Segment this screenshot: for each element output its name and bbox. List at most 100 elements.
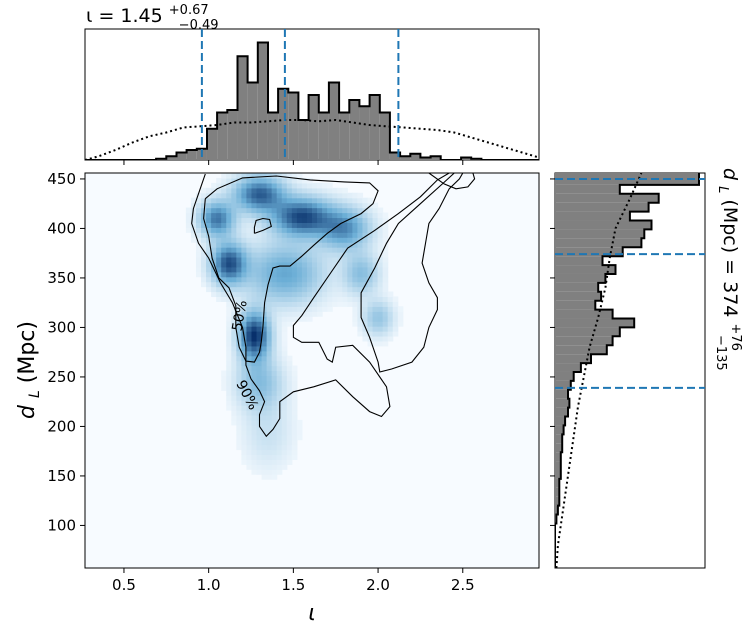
density-cell [357, 212, 364, 219]
density-cell [296, 247, 303, 253]
density-cell [322, 227, 328, 233]
density-cell [256, 177, 263, 184]
density-cell [231, 296, 237, 302]
density-cell [372, 252, 379, 258]
density-cell [261, 459, 268, 465]
density-cell [251, 439, 258, 446]
density-cell [211, 182, 217, 189]
density-cell [226, 291, 232, 298]
density-cell [261, 345, 268, 352]
density-cell [231, 182, 237, 189]
density-cell [231, 252, 237, 258]
dL-posterior-bar [555, 282, 599, 292]
density-cell [362, 306, 369, 312]
density-cell [392, 301, 399, 307]
density-cell [246, 222, 253, 228]
density-cell [271, 370, 278, 377]
density-cell [377, 212, 384, 219]
density-cell [286, 187, 293, 194]
density-cell [251, 449, 258, 456]
density-cell [261, 454, 268, 460]
density-cell [226, 400, 232, 406]
density-cell [251, 429, 258, 436]
dL-posterior-bar [555, 318, 635, 328]
density-cell [246, 454, 253, 460]
y-tick-label: 100 [47, 516, 76, 534]
density-cell [296, 316, 303, 322]
density-cell [266, 197, 273, 204]
density-cell [271, 449, 278, 456]
density-cell [246, 340, 253, 347]
density-cell [291, 444, 298, 451]
density-cell [231, 247, 237, 253]
density-cell [251, 350, 258, 357]
density-cell [271, 192, 278, 199]
density-cell [231, 405, 237, 411]
density-cell [266, 385, 273, 391]
density-cell [291, 375, 298, 381]
density-cell [271, 454, 278, 460]
density-cell [347, 197, 353, 204]
density-cell [286, 212, 293, 219]
density-cell [226, 247, 232, 253]
density-cell [246, 335, 253, 342]
density-cell [317, 192, 323, 199]
density-cell [256, 296, 263, 302]
density-cell [306, 291, 313, 298]
density-cell [216, 271, 222, 278]
density-cell [241, 410, 248, 416]
density-cell [392, 306, 399, 312]
density-cell [382, 296, 389, 302]
density-cell [317, 227, 323, 233]
density-cell [276, 340, 283, 347]
density-cell [261, 266, 268, 273]
density-cell [231, 261, 237, 268]
density-cell [251, 459, 258, 465]
density-cell [241, 271, 248, 278]
density-cell [281, 296, 288, 302]
density-cell [226, 345, 232, 352]
density-cell [286, 459, 293, 465]
density-cell [291, 439, 298, 446]
dL-posterior-bar [555, 363, 581, 372]
density-cell [236, 237, 242, 243]
density-cell [241, 395, 248, 401]
density-cell [206, 286, 212, 293]
density-cell [392, 296, 399, 302]
dL-posterior-bar [555, 300, 596, 310]
density-cell [281, 301, 288, 307]
density-cell [397, 316, 404, 322]
density-cell [317, 247, 323, 253]
density-cell [236, 232, 242, 238]
iota-posterior-bar [318, 112, 329, 160]
density-cell [231, 380, 237, 386]
density-cell [276, 316, 283, 322]
density-cell [387, 296, 394, 302]
density-cell [190, 232, 197, 238]
density-cell [286, 281, 293, 288]
density-cell [271, 469, 278, 475]
density-cell [281, 197, 288, 204]
density-cell [352, 227, 358, 233]
iota-posterior-bar [257, 42, 268, 160]
density-cell [261, 321, 268, 327]
density-cell [352, 202, 358, 209]
density-cell [372, 296, 379, 302]
density-cell [251, 187, 258, 194]
density-cell [241, 365, 248, 372]
density-cell [201, 266, 207, 273]
density-cell [195, 192, 202, 199]
density-cell [317, 197, 323, 204]
density-cell [291, 192, 298, 199]
density-cell [226, 197, 232, 204]
density-cell [271, 390, 278, 396]
iota-posterior-bar [166, 156, 177, 160]
density-cell [246, 281, 253, 288]
density-cell [216, 212, 222, 219]
density-cell [306, 217, 313, 223]
density-cell [241, 439, 248, 446]
density-cell [342, 217, 348, 223]
density-cell [296, 296, 303, 302]
density-cell [357, 266, 364, 273]
density-cell [236, 286, 242, 293]
